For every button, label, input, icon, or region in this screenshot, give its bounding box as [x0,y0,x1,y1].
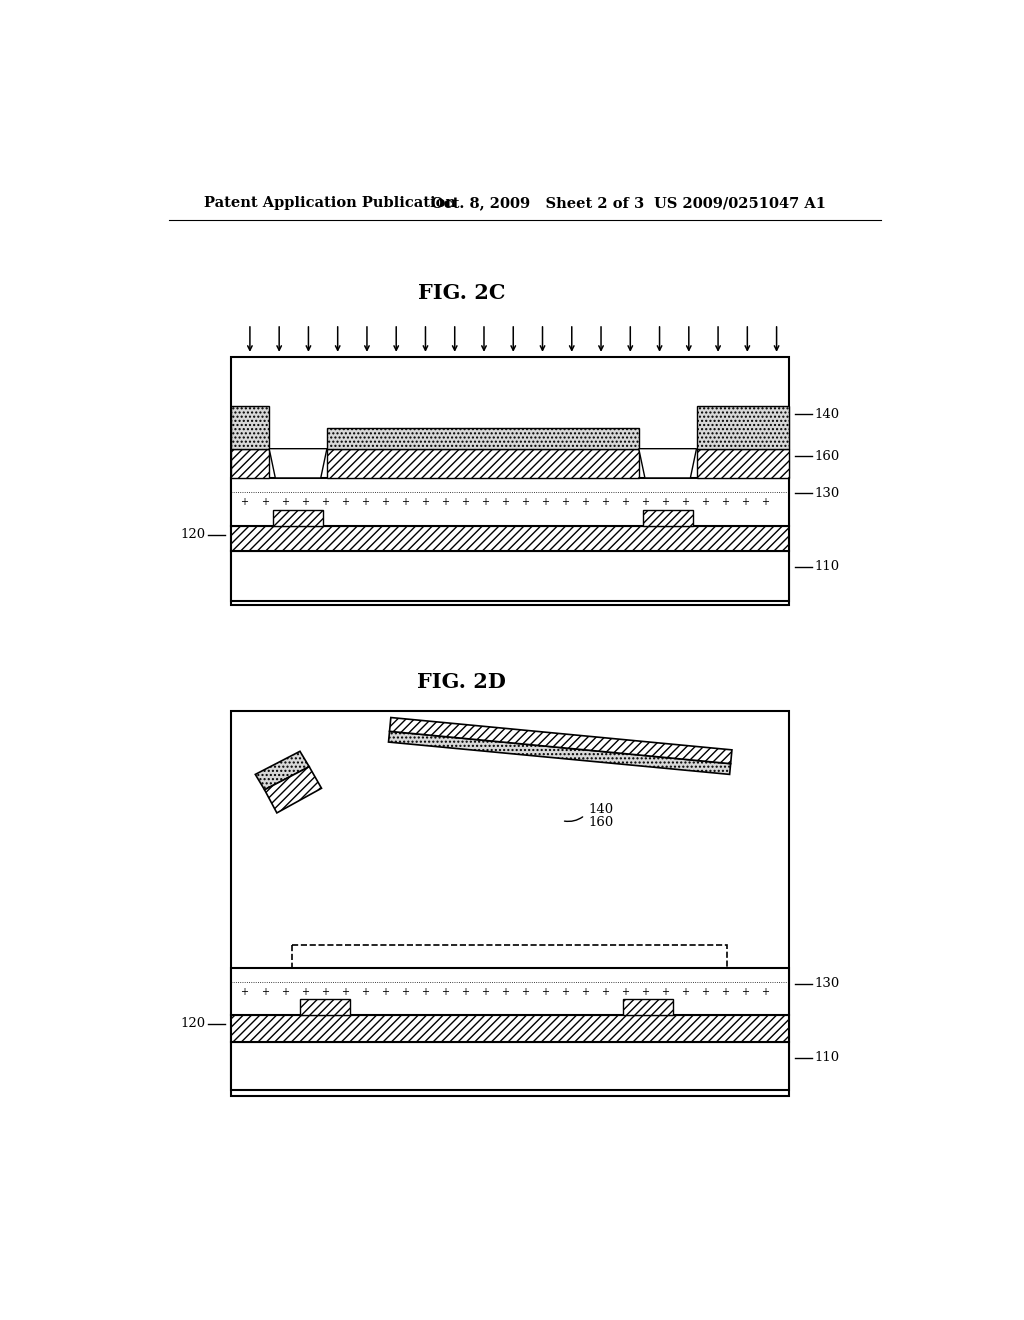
Text: Patent Application Publication: Patent Application Publication [204,197,456,210]
Text: +: + [741,496,749,507]
Bar [292,945,727,969]
Text: +: + [301,986,308,997]
Text: +: + [541,986,549,997]
Text: FIG. 2C: FIG. 2C [418,284,506,304]
Polygon shape [639,449,696,478]
Text: 110: 110 [814,560,840,573]
Text: +: + [421,496,429,507]
Text: +: + [360,986,369,997]
Text: 130: 130 [814,977,840,990]
Polygon shape [264,767,322,813]
Bar [230,478,788,525]
Text: +: + [440,496,449,507]
Text: +: + [561,496,569,507]
Bar [230,407,269,449]
Text: +: + [681,496,689,507]
Text: +: + [761,986,769,997]
Text: +: + [701,496,709,507]
Bar [624,999,674,1015]
Bar [327,428,639,449]
Text: 120: 120 [180,1018,205,1031]
Text: +: + [501,496,509,507]
Text: Oct. 8, 2009   Sheet 2 of 3: Oct. 8, 2009 Sheet 2 of 3 [431,197,644,210]
Text: +: + [601,496,609,507]
Text: +: + [701,986,709,997]
Text: +: + [260,986,268,997]
Text: +: + [601,986,609,997]
Text: +: + [321,496,329,507]
Text: +: + [621,496,629,507]
Text: +: + [501,986,509,997]
Text: +: + [381,496,389,507]
Text: +: + [381,986,389,997]
Bar [230,358,788,605]
Bar [696,407,788,449]
Polygon shape [255,751,309,789]
Text: +: + [660,986,669,997]
Text: +: + [561,986,569,997]
Bar [230,969,788,1015]
Text: 130: 130 [814,487,840,500]
Bar [327,449,639,478]
Text: +: + [641,986,649,997]
Bar [696,449,788,478]
Text: US 2009/0251047 A1: US 2009/0251047 A1 [654,197,826,210]
Text: 110: 110 [814,1051,840,1064]
Text: +: + [400,496,409,507]
Text: +: + [621,986,629,997]
Bar [273,511,323,525]
Bar [300,999,350,1015]
Polygon shape [389,718,732,764]
Text: +: + [581,496,589,507]
Bar [230,711,788,1096]
Text: +: + [741,986,749,997]
Text: +: + [260,496,268,507]
Polygon shape [269,449,327,478]
Text: 120: 120 [180,528,205,541]
Text: +: + [321,986,329,997]
Text: +: + [461,986,469,997]
Text: FIG. 2D: FIG. 2D [417,672,506,692]
Text: +: + [521,496,528,507]
Text: 160: 160 [589,816,614,829]
Text: +: + [721,496,729,507]
Bar [230,1043,788,1090]
Text: +: + [761,496,769,507]
Text: +: + [461,496,469,507]
Text: +: + [440,986,449,997]
Bar [643,511,692,525]
Bar [230,552,788,601]
Text: +: + [341,986,348,997]
Polygon shape [388,731,731,775]
Text: +: + [721,986,729,997]
Text: +: + [281,986,289,997]
Text: 140: 140 [814,408,840,421]
Text: +: + [301,496,308,507]
Bar [230,525,788,552]
Bar [230,449,269,478]
Text: +: + [421,986,429,997]
Text: +: + [641,496,649,507]
Text: +: + [241,986,249,997]
Text: +: + [341,496,348,507]
Text: +: + [480,986,488,997]
Bar [230,1015,788,1043]
Text: +: + [681,986,689,997]
Text: +: + [660,496,669,507]
Text: 160: 160 [814,450,840,463]
Text: +: + [281,496,289,507]
Text: +: + [581,986,589,997]
Text: +: + [400,986,409,997]
Text: +: + [541,496,549,507]
Text: +: + [241,496,249,507]
Text: +: + [360,496,369,507]
Text: +: + [480,496,488,507]
Text: 140: 140 [589,803,613,816]
Text: +: + [521,986,528,997]
